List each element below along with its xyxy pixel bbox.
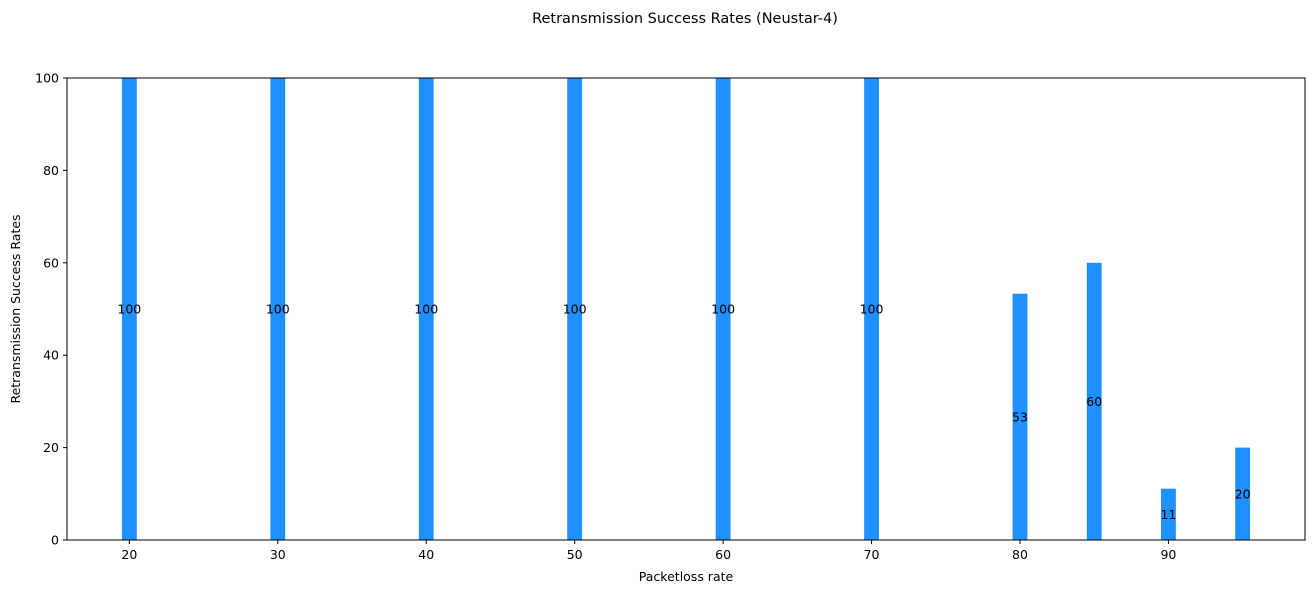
data-label-30: 100 bbox=[266, 302, 290, 317]
x-tick-label: 30 bbox=[270, 547, 286, 562]
y-tick-label: 60 bbox=[43, 255, 59, 270]
y-tick-label: 20 bbox=[43, 440, 59, 455]
data-label-90: 11 bbox=[1160, 507, 1176, 522]
chart-title: Retransmission Success Rates (Neustar-4) bbox=[532, 11, 838, 27]
bar-95 bbox=[1235, 447, 1251, 540]
y-tick-label: 100 bbox=[35, 71, 59, 86]
x-axis-title: Packetloss rate bbox=[639, 569, 734, 584]
y-tick-label: 80 bbox=[43, 163, 59, 178]
data-label-95: 20 bbox=[1235, 486, 1251, 501]
x-tick-label: 20 bbox=[121, 547, 137, 562]
bar-60 bbox=[715, 78, 731, 540]
bar-40 bbox=[418, 78, 434, 540]
x-tick-label: 50 bbox=[567, 547, 583, 562]
x-tick-label: 60 bbox=[715, 547, 731, 562]
data-label-40: 100 bbox=[414, 302, 438, 317]
bar-30 bbox=[270, 78, 286, 540]
y-tick-label: 0 bbox=[51, 533, 59, 548]
bar-90 bbox=[1161, 488, 1176, 540]
data-label-70: 100 bbox=[860, 302, 884, 317]
bar-80 bbox=[1012, 293, 1028, 540]
y-axis-title: Retransmission Success Rates bbox=[8, 214, 23, 403]
bar-20 bbox=[121, 78, 137, 540]
y-axis-ticks: 0 20 40 60 80 100 bbox=[35, 71, 67, 548]
bar-85 bbox=[1086, 262, 1102, 540]
x-tick-label: 90 bbox=[1160, 547, 1176, 562]
data-label-60: 100 bbox=[711, 302, 735, 317]
data-labels-layer: 100 100 100 100 100 100 53 60 11 20 bbox=[117, 302, 1250, 522]
bar-50 bbox=[567, 78, 583, 540]
data-label-80: 53 bbox=[1012, 409, 1028, 424]
data-label-20: 100 bbox=[117, 302, 141, 317]
x-tick-label: 80 bbox=[1012, 547, 1028, 562]
y-tick-label: 40 bbox=[43, 348, 59, 363]
plot-frame bbox=[66, 77, 1306, 541]
data-label-85: 60 bbox=[1086, 394, 1102, 409]
x-tick-label: 70 bbox=[864, 547, 880, 562]
bars-layer bbox=[121, 78, 1251, 540]
data-label-50: 100 bbox=[563, 302, 587, 317]
bar-70 bbox=[864, 78, 879, 540]
x-axis-ticks: 20 30 40 50 60 70 80 90 bbox=[121, 540, 1176, 562]
x-tick-label: 40 bbox=[418, 547, 434, 562]
